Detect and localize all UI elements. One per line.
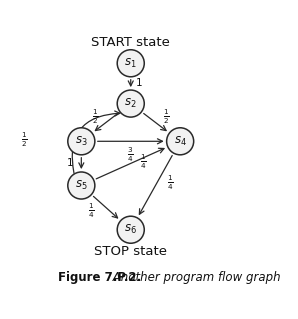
Text: $\frac{1}{2}$: $\frac{1}{2}$ (21, 130, 27, 149)
Text: $\frac{1}{4}$: $\frac{1}{4}$ (89, 202, 95, 220)
Text: $\frac{1}{2}$: $\frac{1}{2}$ (163, 108, 170, 126)
Text: 1: 1 (67, 159, 74, 168)
Circle shape (117, 90, 144, 117)
Text: 1: 1 (136, 78, 142, 88)
Circle shape (117, 216, 144, 243)
Text: $\frac{1}{2}$: $\frac{1}{2}$ (92, 108, 98, 126)
Text: $s_6$: $s_6$ (124, 223, 137, 236)
Text: $\frac{3}{4}$: $\frac{3}{4}$ (128, 145, 134, 164)
Circle shape (167, 128, 194, 155)
Text: STOP state: STOP state (94, 245, 167, 257)
Text: Another program flow graph: Another program flow graph (109, 271, 280, 284)
Text: $s_4$: $s_4$ (174, 135, 187, 148)
Text: $\frac{1}{4}$: $\frac{1}{4}$ (140, 152, 147, 171)
Circle shape (117, 50, 144, 77)
Circle shape (68, 172, 95, 199)
Text: $s_3$: $s_3$ (75, 135, 88, 148)
Text: Figure 7.P.2.: Figure 7.P.2. (58, 271, 141, 284)
Text: $\frac{1}{4}$: $\frac{1}{4}$ (167, 174, 174, 192)
Text: $s_1$: $s_1$ (125, 57, 137, 70)
Text: $s_2$: $s_2$ (125, 97, 137, 110)
Text: $s_5$: $s_5$ (75, 179, 88, 192)
Text: START state: START state (91, 36, 170, 49)
Circle shape (68, 128, 95, 155)
